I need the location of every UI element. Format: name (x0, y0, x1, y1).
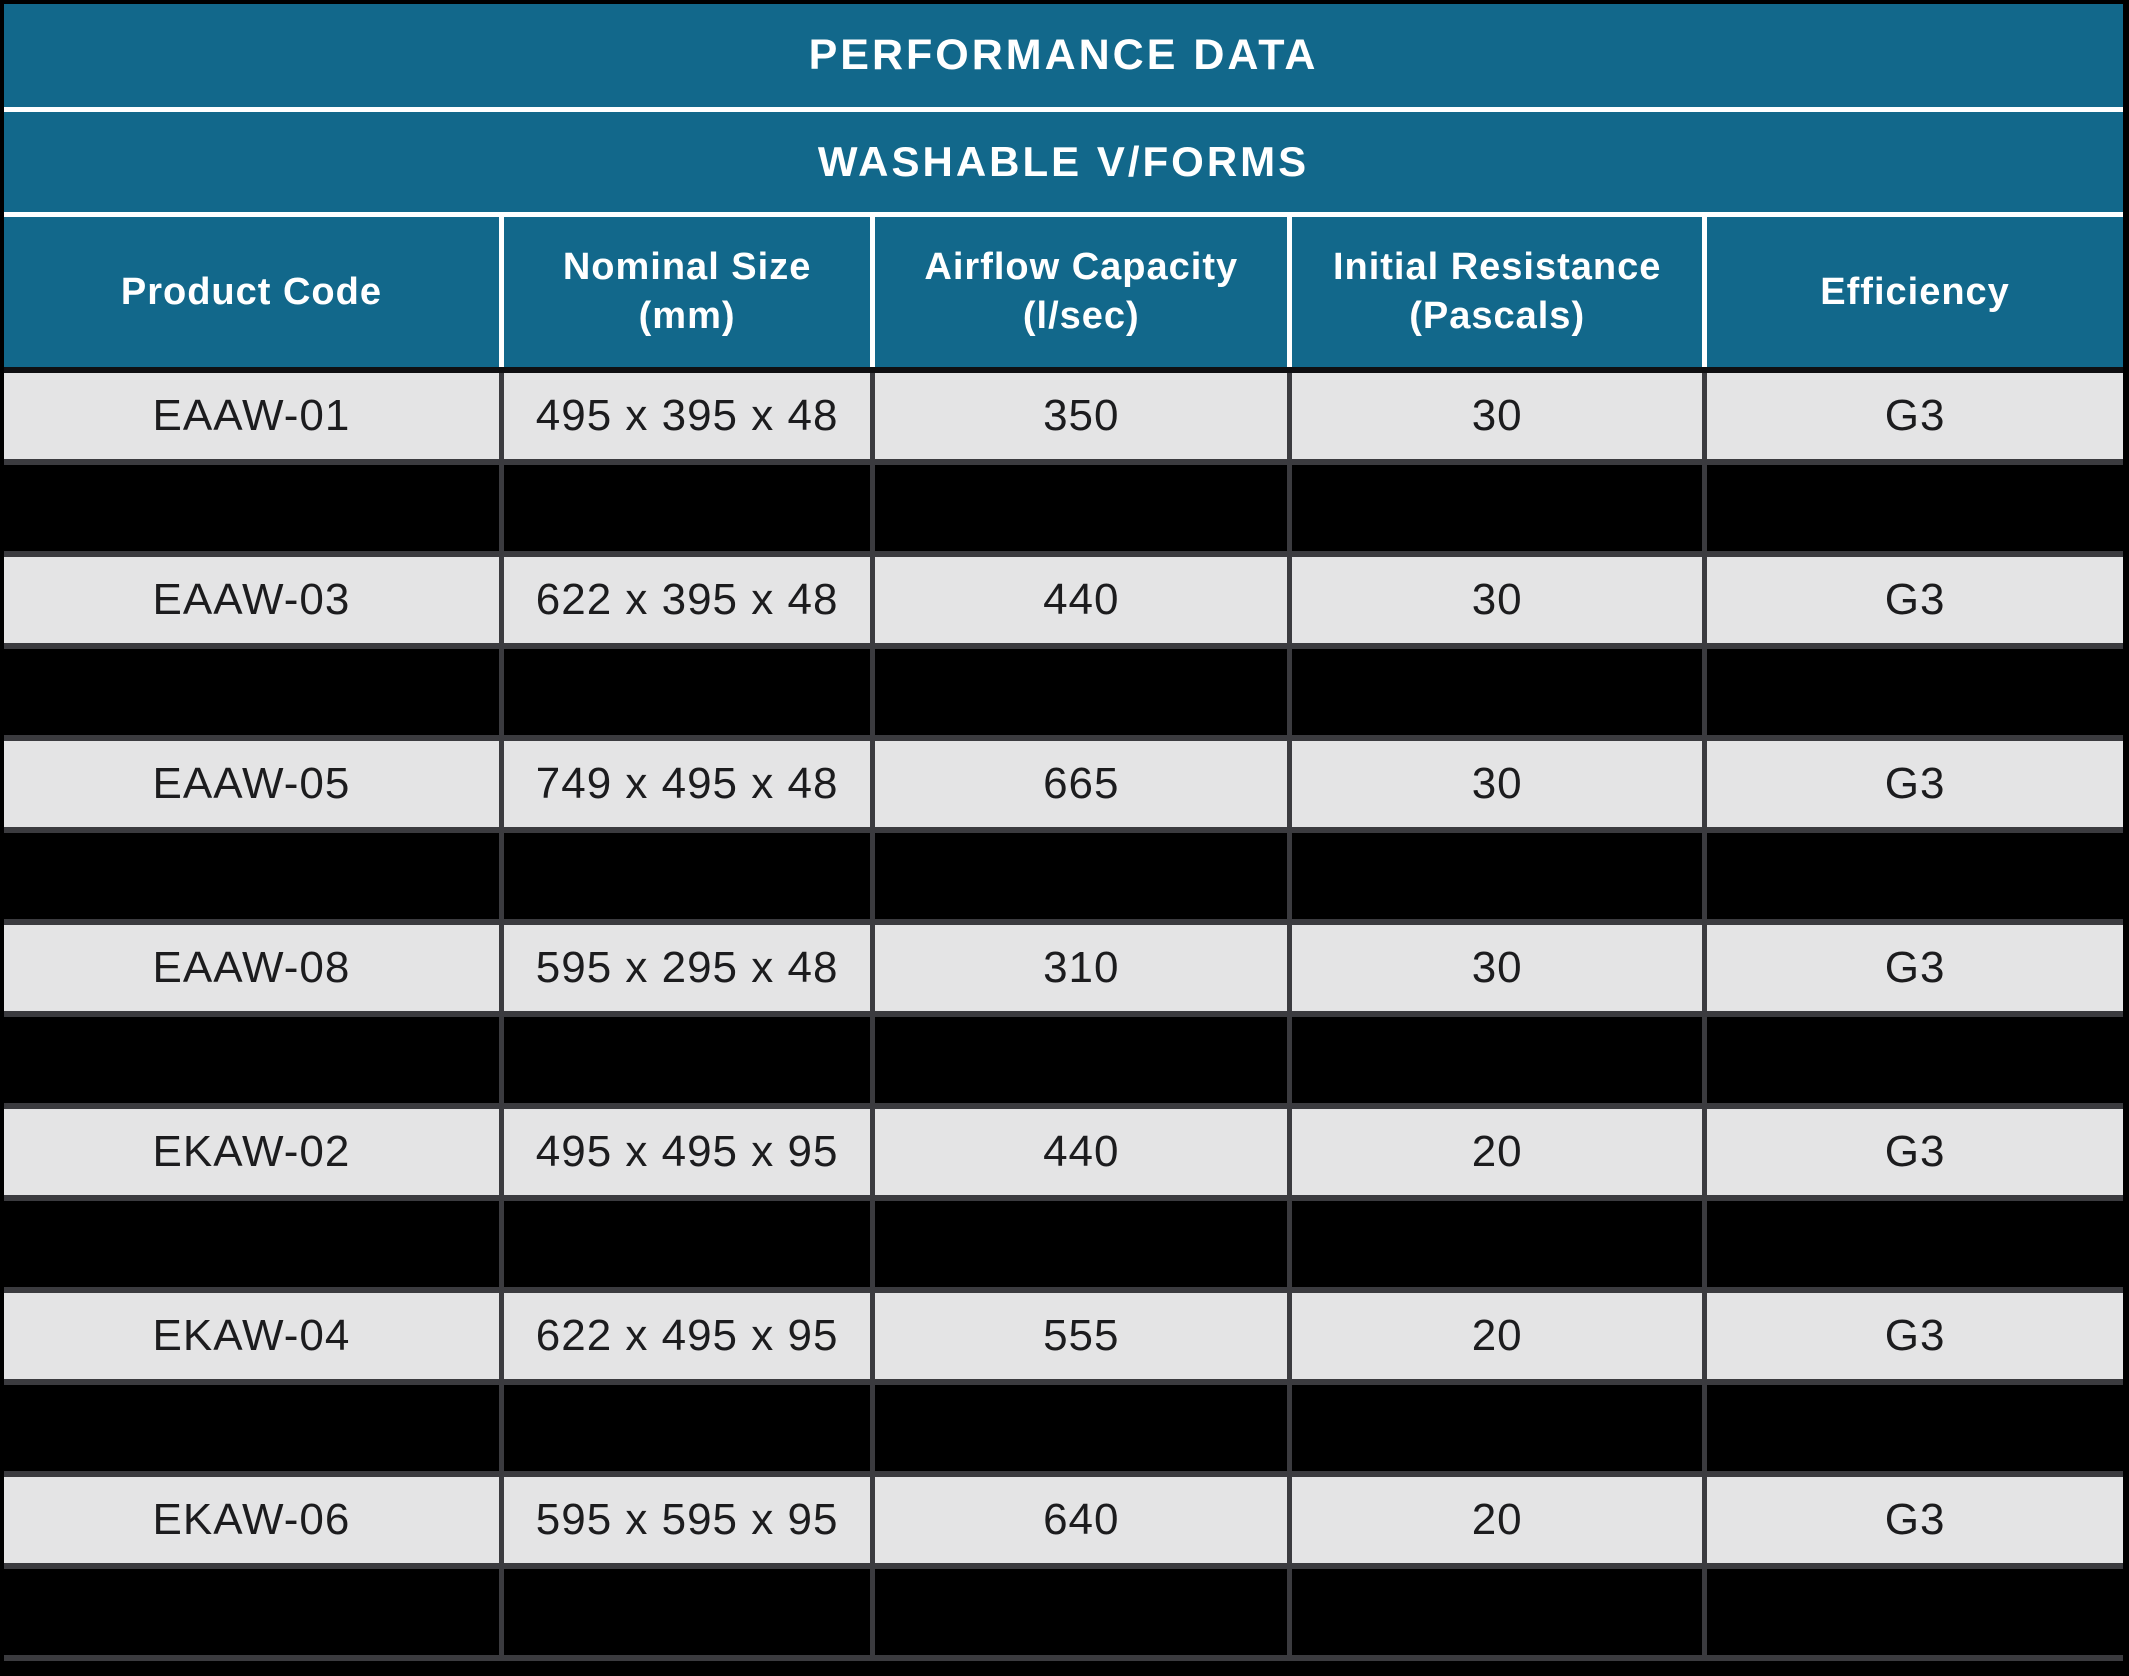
cell-efficiency (1707, 465, 2123, 551)
cell-initial-resistance (1292, 1201, 1703, 1287)
cell-product-code (4, 1201, 499, 1287)
cell-efficiency: G3 (1707, 925, 2123, 1011)
redacted-row (4, 1201, 2123, 1293)
cell-airflow-capacity: 555 (875, 1293, 1288, 1379)
cell-efficiency: G3 (1707, 557, 2123, 643)
column-header-airflow-capacity: Airflow Capacity (l/sec) (875, 217, 1288, 367)
cell-airflow-capacity (875, 649, 1288, 735)
cell-nominal-size: 595 x 595 x 95 (503, 1477, 871, 1563)
column-header-nominal-size: Nominal Size (mm) (503, 217, 871, 367)
table-row: EAAW-05 749 x 495 x 48 665 30 G3 (4, 741, 2123, 833)
cell-nominal-size (503, 465, 871, 551)
table-row: EKAW-06 595 x 595 x 95 640 20 G3 (4, 1477, 2123, 1569)
redacted-row (4, 649, 2123, 741)
cell-nominal-size (503, 833, 871, 919)
cell-product-code: EAAW-03 (4, 557, 499, 643)
cell-efficiency: G3 (1707, 1477, 2123, 1563)
cell-airflow-capacity: 640 (875, 1477, 1288, 1563)
cell-efficiency (1707, 649, 2123, 735)
cell-product-code: EAAW-08 (4, 925, 499, 1011)
cell-airflow-capacity (875, 1569, 1288, 1655)
cell-nominal-size (503, 1569, 871, 1655)
redacted-row (4, 1569, 2123, 1661)
cell-product-code (4, 465, 499, 551)
cell-airflow-capacity (875, 833, 1288, 919)
cell-product-code: EAAW-05 (4, 741, 499, 827)
table-subtitle: WASHABLE V/FORMS (817, 138, 1310, 185)
cell-initial-resistance: 20 (1292, 1293, 1703, 1379)
cell-airflow-capacity: 310 (875, 925, 1288, 1011)
redacted-row (4, 833, 2123, 925)
cell-initial-resistance: 20 (1292, 1477, 1703, 1563)
table-row: EKAW-02 495 x 495 x 95 440 20 G3 (4, 1109, 2123, 1201)
cell-nominal-size: 495 x 495 x 95 (503, 1109, 871, 1195)
cell-initial-resistance: 30 (1292, 373, 1703, 459)
cell-product-code: EKAW-06 (4, 1477, 499, 1563)
cell-product-code: EKAW-04 (4, 1293, 499, 1379)
cell-initial-resistance: 30 (1292, 741, 1703, 827)
cell-nominal-size: 622 x 495 x 95 (503, 1293, 871, 1379)
cell-efficiency: G3 (1707, 1293, 2123, 1379)
table-subtitle-bar: WASHABLE V/FORMS (4, 112, 2123, 217)
cell-nominal-size: 622 x 395 x 48 (503, 557, 871, 643)
cell-nominal-size: 595 x 295 x 48 (503, 925, 871, 1011)
cell-initial-resistance (1292, 649, 1703, 735)
cell-nominal-size: 749 x 495 x 48 (503, 741, 871, 827)
cell-nominal-size (503, 1017, 871, 1103)
cell-nominal-size (503, 1385, 871, 1471)
cell-product-code (4, 1569, 499, 1655)
cell-efficiency (1707, 833, 2123, 919)
table-row: EAAW-03 622 x 395 x 48 440 30 G3 (4, 557, 2123, 649)
table-body: EAAW-01 495 x 395 x 48 350 30 G3 EAAW-03 622 x… (4, 373, 2123, 1661)
cell-product-code: EAAW-01 (4, 373, 499, 459)
cell-initial-resistance (1292, 1017, 1703, 1103)
cell-airflow-capacity: 440 (875, 557, 1288, 643)
cell-product-code: EKAW-02 (4, 1109, 499, 1195)
cell-efficiency (1707, 1201, 2123, 1287)
redacted-row (4, 1017, 2123, 1109)
cell-initial-resistance (1292, 1385, 1703, 1471)
cell-nominal-size: 495 x 395 x 48 (503, 373, 871, 459)
cell-product-code (4, 833, 499, 919)
cell-initial-resistance (1292, 833, 1703, 919)
column-header-product-code: Product Code (4, 217, 499, 367)
cell-airflow-capacity (875, 465, 1288, 551)
cell-initial-resistance (1292, 1569, 1703, 1655)
cell-nominal-size (503, 649, 871, 735)
cell-efficiency: G3 (1707, 1109, 2123, 1195)
cell-airflow-capacity: 350 (875, 373, 1288, 459)
cell-product-code (4, 1017, 499, 1103)
cell-efficiency: G3 (1707, 741, 2123, 827)
cell-product-code (4, 1385, 499, 1471)
cell-initial-resistance: 30 (1292, 925, 1703, 1011)
table-title: PERFORMANCE DATA (808, 31, 1319, 79)
column-header-efficiency: Efficiency (1707, 217, 2123, 367)
cell-initial-resistance: 20 (1292, 1109, 1703, 1195)
cell-product-code (4, 649, 499, 735)
table-row: EKAW-04 622 x 495 x 95 555 20 G3 (4, 1293, 2123, 1385)
cell-efficiency (1707, 1569, 2123, 1655)
cell-efficiency: G3 (1707, 373, 2123, 459)
cell-nominal-size (503, 1201, 871, 1287)
table-header-row: Product Code Nominal Size (mm) Airflow C… (4, 217, 2123, 373)
column-header-initial-resistance: Initial Resistance (Pascals) (1292, 217, 1703, 367)
cell-initial-resistance: 30 (1292, 557, 1703, 643)
cell-airflow-capacity (875, 1201, 1288, 1287)
cell-airflow-capacity (875, 1385, 1288, 1471)
cell-airflow-capacity: 440 (875, 1109, 1288, 1195)
cell-airflow-capacity (875, 1017, 1288, 1103)
table-title-bar: PERFORMANCE DATA (4, 4, 2123, 112)
cell-airflow-capacity: 665 (875, 741, 1288, 827)
redacted-row (4, 1385, 2123, 1477)
redacted-row (4, 465, 2123, 557)
table-row: EAAW-01 495 x 395 x 48 350 30 G3 (4, 373, 2123, 465)
cell-efficiency (1707, 1017, 2123, 1103)
cell-initial-resistance (1292, 465, 1703, 551)
table-row: EAAW-08 595 x 295 x 48 310 30 G3 (4, 925, 2123, 1017)
cell-efficiency (1707, 1385, 2123, 1471)
